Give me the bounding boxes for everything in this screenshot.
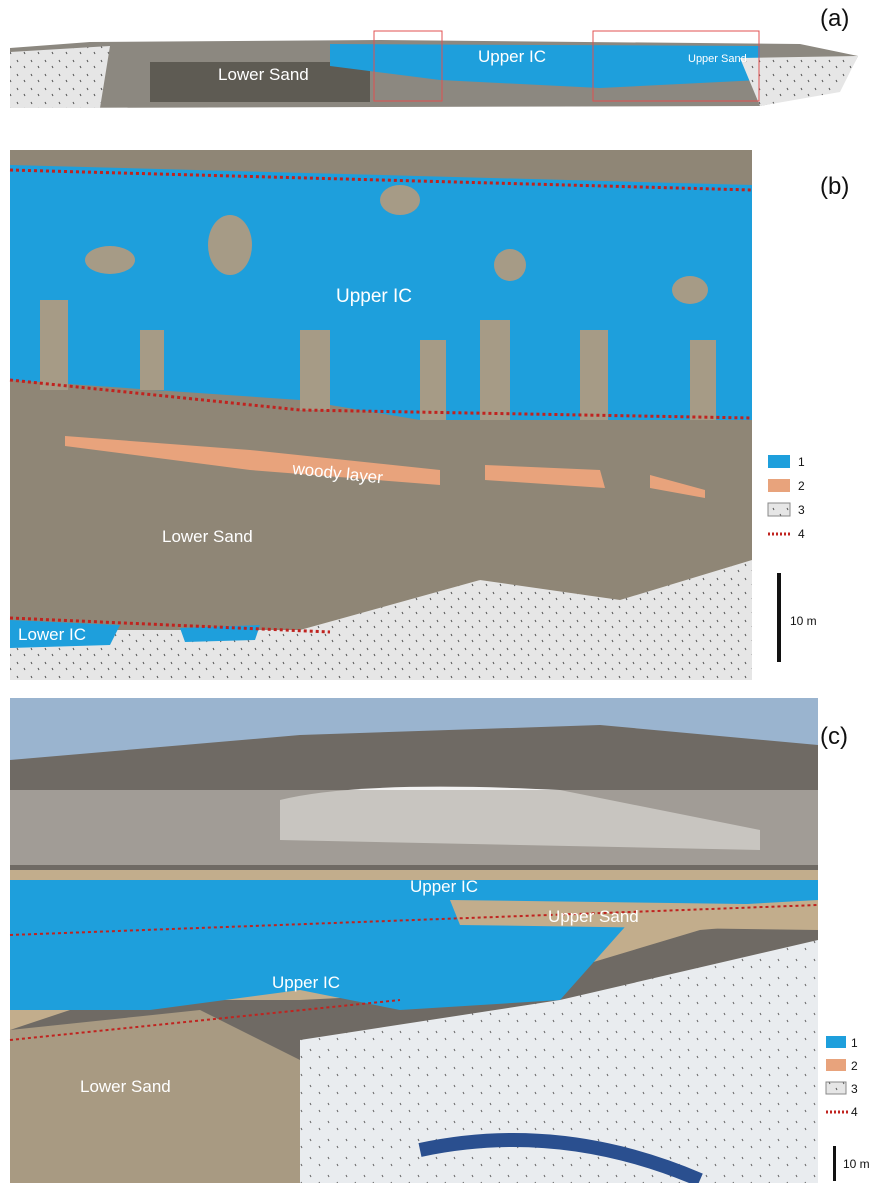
annotation: Lower Sand: [218, 65, 309, 84]
annotation: Lower Sand: [162, 527, 253, 546]
scale-bar-label: 10 m: [843, 1157, 870, 1171]
annotation: Lower IC: [18, 625, 86, 644]
legend-label: 1: [798, 455, 805, 469]
legend-label: 3: [851, 1082, 858, 1096]
legend-label: 2: [798, 479, 805, 493]
annotation: Upper Sand: [548, 907, 639, 926]
legend-label: 1: [851, 1036, 858, 1050]
panel-b: (b) Upper IC woody layer Lower Sand Lowe…: [10, 150, 849, 680]
legend: 1 2 3 4: [768, 455, 805, 541]
annotation: Upper IC: [478, 47, 546, 66]
legend-label: 4: [798, 527, 805, 541]
annotation: Upper IC: [336, 286, 412, 307]
scale-bar-label: 10 m: [790, 614, 817, 628]
legend-label: 3: [798, 503, 805, 517]
annotation: Upper IC: [410, 877, 478, 896]
figure: (a) Lower Sand Upper IC Upper Sand (b) U…: [0, 0, 877, 1183]
panel-c: (c) Upper IC Upper Sand Upper IC Lower S…: [10, 698, 877, 1183]
annotation: Upper Sand: [688, 53, 747, 65]
legend-label: 4: [851, 1105, 858, 1119]
legend-label: 2: [851, 1059, 858, 1073]
annotation: Upper IC: [272, 973, 340, 992]
panel-label: (c): [820, 723, 848, 750]
panel-label: (b): [820, 173, 849, 200]
annotation: Lower Sand: [80, 1077, 171, 1096]
panel-label: (a): [820, 5, 849, 32]
panel-a: (a) Lower Sand Upper IC Upper Sand: [10, 5, 858, 108]
